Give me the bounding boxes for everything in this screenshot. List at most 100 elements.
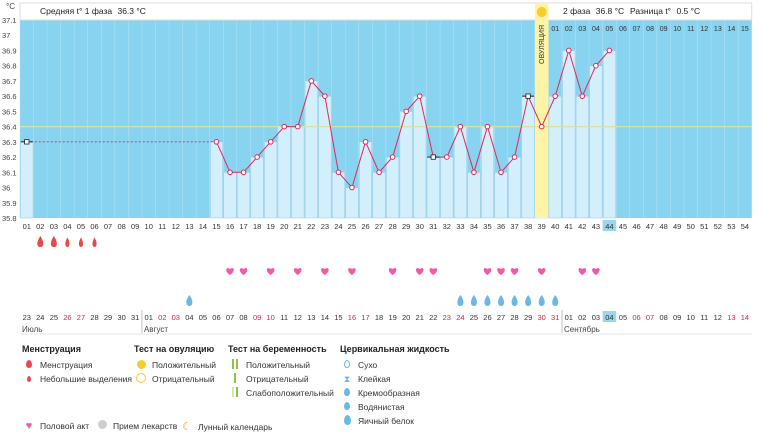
temp-point: [444, 154, 450, 160]
date-label: 02: [158, 313, 166, 322]
small-drop-icon: [22, 374, 36, 384]
cycle-day-label: 33: [456, 222, 464, 231]
hourglass-icon: ⧗: [343, 373, 351, 384]
date-label: 18: [375, 313, 383, 322]
ovulation-sun-icon: [536, 7, 547, 17]
temp-point: [227, 169, 233, 176]
date-label: 05: [199, 313, 207, 322]
post-ovulation-day-label: 01: [551, 26, 559, 33]
y-tick-label: 36.8: [2, 62, 17, 71]
legend-cervical: Цервикальная жидкость Сухо ⧗ Клейкая Крем…: [340, 344, 450, 428]
menstruation-drop-icon: [50, 236, 57, 247]
empty-drop-icon: [340, 360, 354, 370]
today-cell: [602, 220, 617, 231]
temp-bar: [264, 141, 278, 219]
post-ovulation-day-label: 07: [633, 26, 641, 33]
cervical-drop-icon: [525, 295, 532, 306]
temp-point: [213, 139, 220, 145]
date-label: 31: [551, 313, 559, 322]
cycle-day-label: 54: [741, 222, 749, 231]
cycle-day-label: 41: [565, 222, 573, 231]
cycle-day-label: 39: [538, 222, 546, 231]
temp-bar: [291, 126, 305, 219]
temp-bar: [494, 172, 508, 219]
temp-point: [498, 169, 504, 176]
cycle-day-label: 29: [402, 222, 410, 231]
cycle-day-label: 49: [673, 222, 681, 231]
date-label: 16: [348, 313, 356, 322]
intercourse-heart-icon: [388, 268, 397, 275]
legend-pregtest-weak: Слабоположительный: [228, 386, 334, 400]
temp-bar: [386, 156, 400, 219]
cervical-drop-icon: [498, 295, 505, 306]
legend-pregnancy-test: Тест на беременность Положительный Отриц…: [228, 344, 334, 400]
cervical-drop-icon: [484, 295, 491, 306]
cycle-day-label: 20: [280, 222, 288, 231]
post-ovulation-day-label: 08: [646, 26, 654, 33]
date-label: 28: [90, 313, 98, 322]
temp-bar: [508, 156, 522, 219]
menstruation-drop-icon: [92, 237, 97, 247]
cycle-day-label: 30: [416, 222, 424, 231]
temp-point: [376, 169, 382, 176]
date-label: 27: [77, 313, 85, 322]
temp-point: [281, 123, 288, 130]
date-label: 26: [63, 313, 71, 322]
post-ovulation-day-label: 09: [660, 26, 668, 33]
legend-cervical-creamy: Кремообразная: [340, 386, 450, 400]
legend-pregtest-negative: Отрицательный: [228, 372, 334, 386]
temp-point: [254, 154, 260, 160]
legend-cervical-title: Цервикальная жидкость: [340, 344, 450, 354]
cycle-day-label: 11: [158, 222, 166, 231]
legend: Менструация Менструация Небольшие выделе…: [0, 340, 770, 433]
cycle-day-label: 31: [429, 222, 437, 231]
date-label: 09: [253, 313, 261, 322]
legend-ovtest-negative: Отрицательный: [134, 372, 216, 386]
temp-point: [457, 123, 464, 130]
intercourse-heart-icon: [293, 268, 302, 275]
temp-point: [565, 47, 572, 54]
date-label: 31: [131, 313, 139, 322]
cycle-day-label: 24: [334, 222, 342, 231]
cycle-day-label: 22: [307, 222, 315, 231]
today-date-cell: [602, 311, 617, 322]
temp-point-square: [430, 154, 436, 160]
date-label: 14: [321, 313, 329, 322]
cycle-day-label: 50: [687, 222, 695, 231]
cervical-drop-icon: [470, 295, 477, 306]
y-tick-label: 36.1: [2, 168, 17, 177]
temp-point-square: [525, 93, 531, 99]
legend-cervical-watery: Водянистая: [340, 400, 450, 414]
temp-line: [216, 48, 610, 189]
legend-intercourse: ♥ Половой акт: [22, 420, 89, 432]
date-label: 23: [443, 313, 451, 322]
intercourse-heart-icon: [415, 268, 424, 275]
cycle-day-label: 27: [375, 222, 383, 231]
date-label: 25: [470, 313, 478, 322]
date-label: 26: [483, 313, 491, 322]
menstruation-drop-icon: [78, 237, 84, 247]
cycle-day-label: 18: [253, 222, 261, 231]
y-tick-label: 36.3: [2, 138, 17, 147]
y-tick-label: 37.1: [2, 16, 17, 25]
cycle-day-label: 16: [226, 222, 234, 231]
post-ovulation-day-label: 10: [673, 26, 681, 33]
legend-menstruation-title: Менструация: [22, 344, 81, 354]
date-label: 28: [510, 313, 518, 322]
temp-point: [471, 169, 477, 176]
date-label: 02: [578, 313, 586, 322]
legend-menstruation: Менструация Менструация Небольшие выделе…: [22, 344, 132, 386]
legend-cervical-sticky: ⧗ Клейкая: [340, 372, 450, 386]
cycle-day-label: 36: [497, 222, 505, 231]
cycle-day-label: 12: [172, 222, 180, 231]
temp-point: [322, 93, 328, 99]
intercourse-heart-icon: [226, 268, 234, 275]
date-label: 27: [497, 313, 505, 322]
date-label: 10: [687, 313, 695, 322]
cycle-day-label: 01: [23, 222, 31, 231]
date-label: 24: [36, 313, 44, 322]
menstruation-drop-icon: [37, 236, 44, 247]
temp-bar: [20, 141, 34, 219]
cycle-day-label: 52: [714, 222, 722, 231]
legend-pregtest-positive: Положительный: [228, 358, 334, 372]
